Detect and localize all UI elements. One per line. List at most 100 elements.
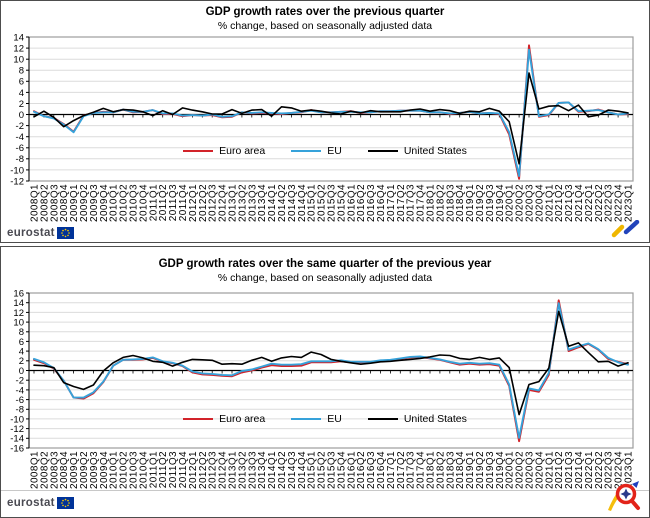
svg-text:2020Q4: 2020Q4 (534, 184, 545, 222)
svg-text:2016Q4: 2016Q4 (376, 184, 387, 222)
svg-text:2010Q2: 2010Q2 (119, 451, 130, 489)
svg-text:2016Q1: 2016Q1 (346, 451, 357, 489)
svg-text:2015Q2: 2015Q2 (317, 451, 328, 489)
svg-text:2009Q4: 2009Q4 (99, 184, 110, 222)
svg-text:2013Q4: 2013Q4 (257, 184, 268, 222)
svg-text:2010Q1: 2010Q1 (109, 451, 120, 489)
eurostat-wordmark: eurostat (7, 227, 55, 239)
qoq-line-chart: -12-10-8-6-4-2024681012142008Q12008Q2200… (10, 34, 635, 222)
svg-text:2011Q2: 2011Q2 (158, 451, 169, 488)
svg-text:2008Q1: 2008Q1 (30, 451, 41, 489)
svg-text:2015Q1: 2015Q1 (307, 184, 318, 222)
svg-text:2014Q4: 2014Q4 (297, 184, 308, 222)
plot-frame (28, 36, 634, 182)
svg-text:2016Q3: 2016Q3 (366, 451, 377, 489)
svg-text:2011Q2: 2011Q2 (158, 184, 169, 221)
svg-text:2011Q3: 2011Q3 (168, 451, 179, 488)
svg-text:2012Q3: 2012Q3 (208, 184, 219, 222)
svg-text:2019Q4: 2019Q4 (495, 184, 506, 222)
svg-text:2009Q1: 2009Q1 (69, 451, 80, 489)
trend-arrow-icon (611, 220, 640, 238)
yoy-growth-chart-panel: GDP growth rates over the same quarter o… (0, 246, 650, 518)
svg-text:2008Q3: 2008Q3 (49, 184, 60, 222)
svg-text:2019Q2: 2019Q2 (475, 451, 486, 489)
svg-text:2008Q4: 2008Q4 (59, 184, 70, 222)
svg-text:2020Q2: 2020Q2 (515, 184, 526, 222)
svg-text:2017Q1: 2017Q1 (386, 451, 397, 489)
svg-text:2022Q3: 2022Q3 (604, 184, 615, 222)
svg-text:2008Q2: 2008Q2 (39, 184, 50, 222)
svg-text:2022Q3: 2022Q3 (604, 451, 615, 489)
svg-text:0: 0 (19, 366, 24, 377)
svg-text:2020Q2: 2020Q2 (515, 451, 526, 489)
svg-text:2013Q4: 2013Q4 (257, 451, 268, 489)
svg-text:2018Q3: 2018Q3 (445, 184, 456, 222)
svg-text:2015Q1: 2015Q1 (307, 451, 318, 489)
chart-subtitle: % change, based on seasonally adjusted d… (217, 20, 433, 32)
svg-text:-2: -2 (16, 121, 24, 132)
svg-text:2011Q1: 2011Q1 (148, 451, 159, 488)
svg-text:2018Q4: 2018Q4 (455, 184, 466, 222)
gridlines (29, 36, 633, 182)
svg-text:2012Q4: 2012Q4 (218, 451, 229, 489)
svg-text:2015Q3: 2015Q3 (327, 451, 338, 489)
svg-text:2012Q1: 2012Q1 (188, 451, 199, 489)
svg-text:2009Q4: 2009Q4 (99, 451, 110, 489)
svg-text:2009Q3: 2009Q3 (89, 451, 100, 489)
svg-text:2019Q4: 2019Q4 (495, 451, 506, 489)
svg-text:2010Q2: 2010Q2 (119, 184, 130, 222)
svg-text:2015Q4: 2015Q4 (336, 184, 347, 222)
svg-text:2011Q4: 2011Q4 (178, 451, 189, 488)
svg-text:2017Q2: 2017Q2 (396, 451, 407, 489)
svg-text:2014Q2: 2014Q2 (277, 184, 288, 222)
svg-text:-6: -6 (16, 395, 24, 406)
svg-text:2010Q1: 2010Q1 (109, 184, 120, 222)
svg-text:2009Q1: 2009Q1 (69, 184, 80, 222)
svg-text:2021Q1: 2021Q1 (544, 184, 555, 222)
svg-text:2010Q4: 2010Q4 (138, 184, 149, 222)
svg-text:2017Q4: 2017Q4 (416, 451, 427, 489)
svg-text:10: 10 (13, 318, 24, 329)
svg-text:2019Q1: 2019Q1 (465, 184, 476, 222)
svg-text:2017Q3: 2017Q3 (406, 451, 417, 489)
svg-text:2008Q1: 2008Q1 (30, 184, 41, 222)
svg-text:2014Q4: 2014Q4 (297, 451, 308, 489)
svg-text:2008Q2: 2008Q2 (39, 451, 50, 489)
svg-text:2020Q1: 2020Q1 (505, 184, 516, 222)
svg-text:2013Q3: 2013Q3 (247, 184, 258, 222)
svg-text:2012Q2: 2012Q2 (198, 451, 209, 489)
eu-flag-icon (56, 497, 74, 509)
svg-text:-10: -10 (10, 414, 24, 425)
svg-text:2015Q2: 2015Q2 (317, 184, 328, 222)
svg-text:-10: -10 (10, 165, 24, 176)
svg-text:2019Q2: 2019Q2 (475, 184, 486, 222)
svg-text:2: 2 (19, 99, 24, 110)
svg-text:12: 12 (13, 44, 24, 55)
svg-text:2011Q1: 2011Q1 (148, 184, 159, 221)
svg-text:12: 12 (13, 308, 24, 319)
svg-text:2022Q1: 2022Q1 (584, 451, 595, 489)
svg-text:6: 6 (19, 77, 24, 88)
svg-text:2020Q3: 2020Q3 (525, 184, 536, 222)
svg-text:8: 8 (19, 66, 24, 77)
footer-divider (1, 490, 649, 491)
svg-text:2020Q1: 2020Q1 (505, 451, 516, 489)
svg-text:2015Q3: 2015Q3 (327, 184, 338, 222)
svg-text:2021Q3: 2021Q3 (564, 184, 575, 222)
qoq-growth-chart-panel: GDP growth rates over the previous quart… (0, 0, 650, 243)
x-axis-labels: 2008Q12008Q22008Q32008Q42009Q12009Q22009… (30, 184, 635, 222)
svg-text:2020Q4: 2020Q4 (534, 451, 545, 489)
svg-text:2022Q2: 2022Q2 (594, 184, 605, 222)
svg-text:2021Q1: 2021Q1 (544, 451, 555, 489)
svg-text:16: 16 (13, 289, 24, 299)
svg-text:2012Q2: 2012Q2 (198, 184, 209, 222)
svg-text:2009Q3: 2009Q3 (89, 184, 100, 222)
svg-text:2022Q4: 2022Q4 (614, 451, 625, 489)
x-axis-labels: 2008Q12008Q22008Q32008Q42009Q12009Q22009… (30, 451, 635, 489)
svg-text:4: 4 (19, 88, 24, 99)
svg-text:2017Q4: 2017Q4 (416, 184, 427, 222)
svg-text:2019Q3: 2019Q3 (485, 184, 496, 222)
svg-text:2018Q3: 2018Q3 (445, 451, 456, 489)
